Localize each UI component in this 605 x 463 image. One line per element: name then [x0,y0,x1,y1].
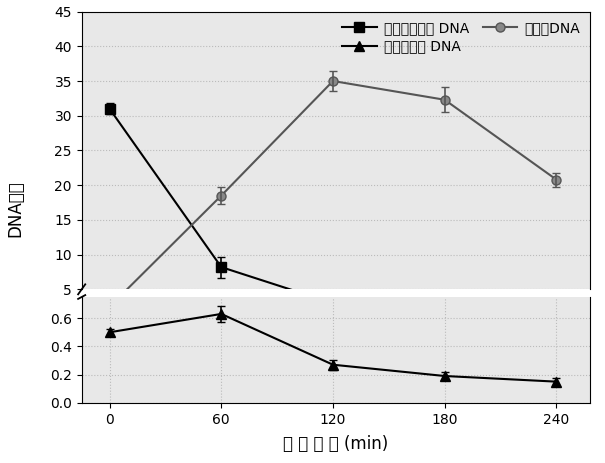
菌体中质粒 DNA [441,373,448,379]
Line: 上清中DNA: 上清中DNA [105,76,561,311]
Legend: 菌体中基因组 DNA, 菌体中质粒 DNA, 上清中DNA: 菌体中基因组 DNA, 菌体中质粒 DNA, 上清中DNA [339,19,583,56]
菌体中基因组 DNA [329,300,336,306]
菌体中基因组 DNA [218,264,225,270]
Line: 菌体中质粒 DNA: 菌体中质粒 DNA [105,309,561,386]
上清中DNA [218,193,225,198]
菌体中质粒 DNA [106,330,113,335]
上清中DNA [329,78,336,84]
上清中DNA [441,97,448,102]
菌体中基因组 DNA [441,301,448,307]
菌体中基因组 DNA [553,301,560,307]
菌体中基因组 DNA [106,106,113,112]
Line: 菌体中基因组 DNA: 菌体中基因组 DNA [105,104,561,308]
菌体中质粒 DNA [329,362,336,368]
上清中DNA [553,177,560,182]
X-axis label: 诱 导 时 间 (min): 诱 导 时 间 (min) [283,435,388,453]
菌体中质粒 DNA [553,379,560,384]
上清中DNA [106,304,113,309]
菌体中质粒 DNA [218,311,225,317]
Text: DNA含量: DNA含量 [6,180,24,237]
